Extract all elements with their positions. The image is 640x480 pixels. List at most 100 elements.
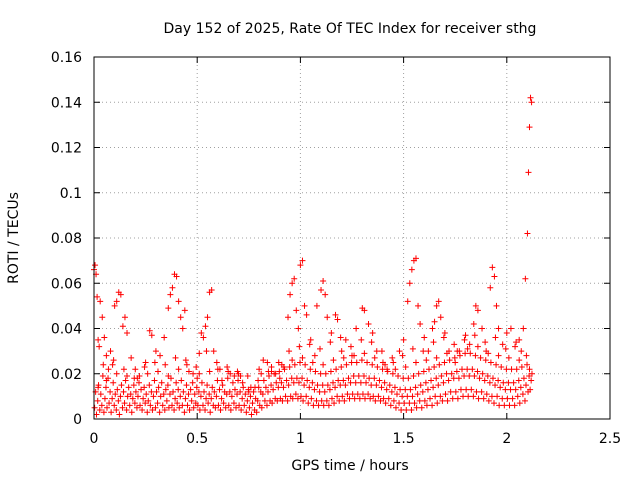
- data-point: [386, 382, 393, 389]
- data-point: [178, 377, 185, 384]
- data-point: [234, 368, 241, 375]
- data-point: [399, 393, 406, 400]
- data-point: [172, 354, 179, 361]
- data-point: [98, 402, 105, 409]
- data-point: [433, 354, 440, 361]
- data-point: [348, 359, 355, 366]
- data-point: [395, 373, 402, 380]
- data-point: [515, 377, 522, 384]
- data-point: [142, 359, 149, 366]
- data-point: [220, 400, 227, 407]
- data-point: [164, 382, 171, 389]
- data-point: [156, 409, 163, 416]
- data-point: [260, 357, 267, 364]
- data-point: [390, 359, 397, 366]
- data-point: [379, 366, 386, 373]
- data-point: [108, 409, 115, 416]
- data-point: [495, 352, 502, 359]
- data-point: [457, 386, 464, 393]
- data-point: [522, 382, 529, 389]
- data-point: [516, 400, 523, 407]
- data-point: [276, 368, 283, 375]
- data-point: [237, 373, 244, 380]
- data-point: [406, 400, 413, 407]
- data-point: [209, 384, 216, 391]
- data-point: [96, 406, 103, 413]
- data-point: [441, 330, 448, 337]
- data-point: [201, 388, 208, 395]
- data-point: [235, 377, 242, 384]
- data-point: [124, 373, 131, 380]
- data-point: [160, 391, 167, 398]
- data-point: [503, 330, 510, 337]
- data-point: [142, 400, 149, 407]
- data-point: [275, 384, 282, 391]
- data-point: [103, 352, 110, 359]
- data-point: [327, 339, 334, 346]
- data-point: [153, 388, 160, 395]
- data-point: [223, 391, 230, 398]
- data-point: [334, 316, 341, 323]
- x-tick-label: 2.5: [599, 431, 621, 447]
- data-point: [374, 363, 381, 370]
- data-point: [216, 386, 223, 393]
- data-point: [100, 361, 107, 368]
- data-point: [430, 339, 437, 346]
- data-point: [99, 373, 106, 380]
- data-point: [299, 354, 306, 361]
- data-point: [423, 357, 430, 364]
- data-point: [412, 384, 419, 391]
- data-point: [296, 359, 303, 366]
- data-point: [362, 395, 369, 402]
- data-point: [504, 395, 511, 402]
- data-point: [115, 397, 122, 404]
- data-point: [502, 386, 509, 393]
- data-point: [366, 375, 373, 382]
- data-point: [175, 298, 182, 305]
- data-point: [139, 406, 146, 413]
- data-point: [494, 393, 501, 400]
- x-tick-label: 1.5: [392, 431, 414, 447]
- data-point: [409, 345, 416, 352]
- data-point: [133, 404, 140, 411]
- x-tick-label: 1: [296, 431, 305, 447]
- data-point: [287, 291, 294, 298]
- data-point: [451, 354, 458, 361]
- data-point: [187, 386, 194, 393]
- data-point: [202, 406, 209, 413]
- data-point: [318, 397, 325, 404]
- data-point: [456, 352, 463, 359]
- data-point: [177, 393, 184, 400]
- data-point: [128, 409, 135, 416]
- data-point: [528, 370, 535, 377]
- data-point: [361, 350, 368, 357]
- data-point: [286, 363, 293, 370]
- data-point: [111, 402, 118, 409]
- data-point: [342, 336, 349, 343]
- data-point: [243, 409, 250, 416]
- data-point: [269, 400, 276, 407]
- data-point: [307, 366, 314, 373]
- data-point: [352, 379, 359, 386]
- data-point: [516, 336, 523, 343]
- data-point: [460, 393, 467, 400]
- data-point: [497, 384, 504, 391]
- axis-ticks: [93, 56, 611, 420]
- data-point: [302, 361, 309, 368]
- data-point: [337, 334, 344, 341]
- data-point: [331, 400, 338, 407]
- x-tick-label: 0.5: [186, 431, 208, 447]
- data-point: [230, 400, 237, 407]
- data-point: [436, 361, 443, 368]
- data-point: [106, 400, 113, 407]
- data-point: [194, 375, 201, 382]
- y-tick-label: 0.04: [51, 322, 82, 338]
- data-point: [502, 345, 509, 352]
- data-point: [414, 391, 421, 398]
- data-point: [97, 298, 104, 305]
- data-point: [351, 395, 358, 402]
- data-point: [107, 388, 114, 395]
- data-point: [227, 406, 234, 413]
- data-point: [522, 275, 529, 282]
- data-point: [219, 382, 226, 389]
